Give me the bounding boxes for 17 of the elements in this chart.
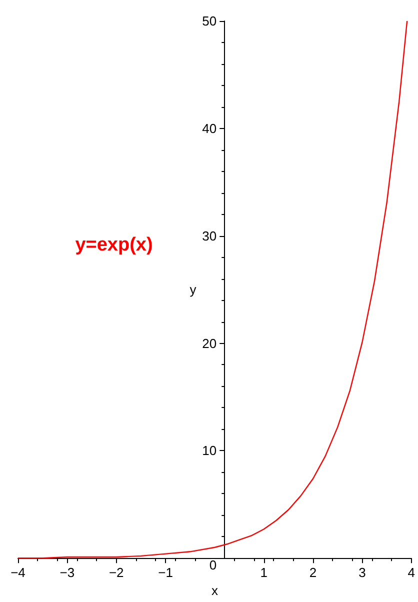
y-tick-label: 10 — [202, 443, 217, 458]
x-tick-label: −4 — [10, 565, 26, 580]
y-tick-label: 30 — [202, 228, 217, 244]
x-tick-label: 4 — [408, 565, 415, 580]
annotation: y=exp(x) — [75, 234, 153, 256]
y-axis-title: y — [190, 282, 197, 298]
x-tick-label: −2 — [108, 565, 124, 580]
x-tick-label: 2 — [309, 565, 317, 580]
x-tick-label: −1 — [158, 565, 173, 580]
y-tick-label: 50 — [202, 14, 217, 28]
x-tick-label: 1 — [260, 565, 268, 580]
y-tick-label: 20 — [202, 336, 217, 351]
x-tick-label: 3 — [358, 565, 366, 580]
x-axis-title: x — [211, 583, 218, 598]
y-tick-label: 0 — [209, 558, 217, 573]
x-tick-label: −3 — [60, 565, 75, 580]
y-tick-label: 40 — [202, 120, 217, 136]
